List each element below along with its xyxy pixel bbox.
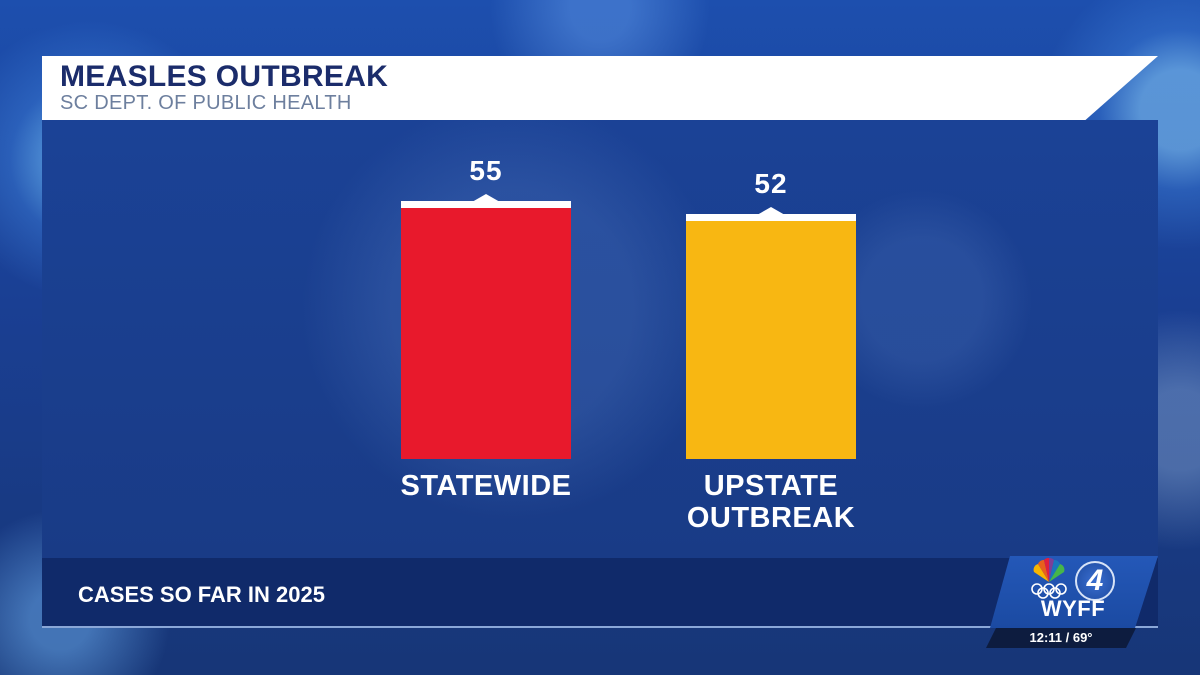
nbc-peacock-icon <box>1033 558 1065 582</box>
category-label-line2: OUTBREAK <box>686 502 856 534</box>
value-label-statewide: 55 <box>469 155 503 186</box>
bar-pointer-icon <box>472 194 500 202</box>
olympic-rings-icon <box>1031 583 1067 599</box>
time-temperature: 12:11 / 69° <box>986 628 1136 648</box>
chart-subtitle: SC DEPT. OF PUBLIC HEALTH <box>60 92 352 114</box>
lower-third-caption-bar: CASES SO FAR IN 2025 <box>42 558 1158 628</box>
title-banner: MEASLES OUTBREAK SC DEPT. OF PUBLIC HEAL… <box>42 56 1158 120</box>
bar-upstate-outbreak <box>686 207 856 459</box>
value-label-upstate: 52 <box>754 168 788 199</box>
category-label-line1: UPSTATE <box>703 470 839 502</box>
caption-text: CASES SO FAR IN 2025 <box>78 582 325 607</box>
station-bug <box>990 556 1158 628</box>
category-label-statewide: STATEWIDE <box>400 470 572 502</box>
bar-statewide <box>401 194 571 459</box>
category-label-upstate-outbreak: UPSTATE OUTBREAK <box>661 470 881 534</box>
bar-pointer-icon <box>757 207 785 215</box>
call-sign: WYFF <box>1040 596 1106 621</box>
chart-panel <box>42 120 1158 560</box>
chart-title: MEASLES OUTBREAK <box>60 60 389 93</box>
channel-4-logo: 4 <box>1075 561 1115 601</box>
